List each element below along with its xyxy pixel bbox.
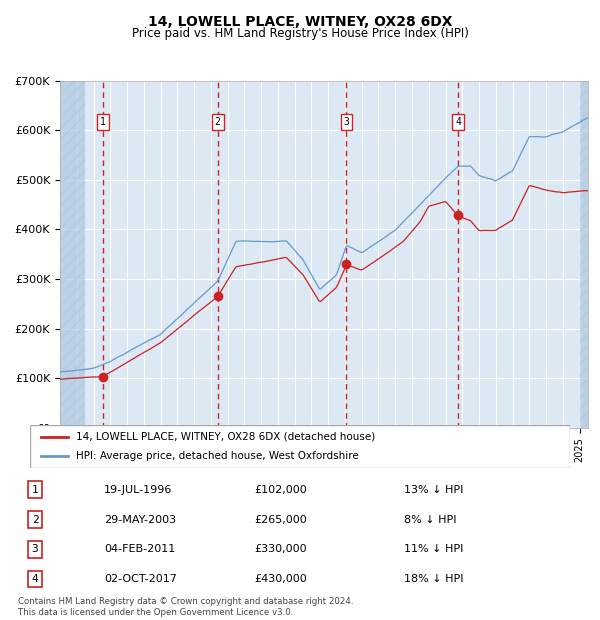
Text: 3: 3 [344, 117, 349, 127]
Text: 4: 4 [455, 117, 461, 127]
Bar [60, 81, 85, 428]
Text: 18% ↓ HPI: 18% ↓ HPI [404, 574, 463, 584]
Text: 8% ↓ HPI: 8% ↓ HPI [404, 515, 456, 525]
Text: 02-OCT-2017: 02-OCT-2017 [104, 574, 177, 584]
Text: 19-JUL-1996: 19-JUL-1996 [104, 485, 173, 495]
Text: 04-FEB-2011: 04-FEB-2011 [104, 544, 175, 554]
Text: 4: 4 [32, 574, 38, 584]
Text: 11% ↓ HPI: 11% ↓ HPI [404, 544, 463, 554]
Text: 13% ↓ HPI: 13% ↓ HPI [404, 485, 463, 495]
Text: 1: 1 [100, 117, 106, 127]
Text: HPI: Average price, detached house, West Oxfordshire: HPI: Average price, detached house, West… [76, 451, 359, 461]
Text: Contains HM Land Registry data © Crown copyright and database right 2024.
This d: Contains HM Land Registry data © Crown c… [18, 598, 353, 617]
Bar [580, 81, 588, 428]
Text: 1: 1 [32, 485, 38, 495]
Text: 29-MAY-2003: 29-MAY-2003 [104, 515, 176, 525]
Text: 2: 2 [32, 515, 38, 525]
Text: Price paid vs. HM Land Registry's House Price Index (HPI): Price paid vs. HM Land Registry's House … [131, 27, 469, 40]
Text: £102,000: £102,000 [254, 485, 307, 495]
Text: £265,000: £265,000 [254, 515, 307, 525]
Text: £330,000: £330,000 [254, 544, 307, 554]
Text: 3: 3 [32, 544, 38, 554]
Text: 14, LOWELL PLACE, WITNEY, OX28 6DX: 14, LOWELL PLACE, WITNEY, OX28 6DX [148, 16, 452, 30]
Text: 2: 2 [215, 117, 221, 127]
Text: 14, LOWELL PLACE, WITNEY, OX28 6DX (detached house): 14, LOWELL PLACE, WITNEY, OX28 6DX (deta… [76, 432, 375, 442]
Text: £430,000: £430,000 [254, 574, 307, 584]
